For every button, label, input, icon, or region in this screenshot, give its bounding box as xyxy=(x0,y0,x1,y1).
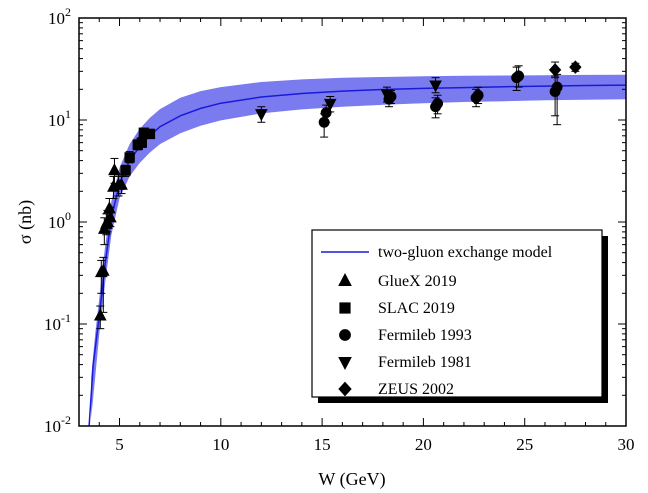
x-tick-label: 5 xyxy=(115,435,124,454)
data-point-gluex-2019 xyxy=(108,163,121,176)
data-point-fermileb-1993 xyxy=(432,98,444,109)
legend-box xyxy=(311,229,603,398)
data-point-gluex-2019 xyxy=(93,308,107,321)
data-point-zeus-2002 xyxy=(569,60,582,74)
x-tick-label: 15 xyxy=(314,435,331,454)
data-point-gluex-2019 xyxy=(104,210,117,223)
data-point-slac-2019 xyxy=(120,165,131,176)
legend-label-zeus-2002: ZEUS 2002 xyxy=(378,381,454,398)
legend-marker-fermileb-1981 xyxy=(338,357,352,370)
legend-marker-slac-2019 xyxy=(339,302,351,314)
y-tick-label: 10-1 xyxy=(44,311,71,334)
plot-area xyxy=(88,60,626,426)
data-point-fermileb-1981 xyxy=(380,89,394,102)
data-point-slac-2019 xyxy=(124,152,135,163)
data-point-slac-2019 xyxy=(136,137,147,148)
y-axis-label: σ (nb) xyxy=(15,200,36,244)
legend-marker-gluex-2019 xyxy=(338,273,352,286)
x-tick-label: 30 xyxy=(618,435,635,454)
axis-ticks: 5 10 15 20 25 30 10-2 10-1 100 101 102 xyxy=(44,5,635,454)
data-point-fermileb-1981 xyxy=(429,80,442,93)
x-axis-label: W (GeV) xyxy=(318,469,385,490)
x-tick-label: 10 xyxy=(212,435,229,454)
x-tick-label: 20 xyxy=(415,435,432,454)
y-tick-label: 101 xyxy=(48,107,71,130)
legend: two-gluon exchange model GlueX 2019 SLAC … xyxy=(311,229,608,403)
legend-label-slac-2019: SLAC 2019 xyxy=(378,300,455,317)
data-point-fermileb-1993 xyxy=(320,107,332,119)
data-point-zeus-2002 xyxy=(548,63,562,77)
y-tick-label: 102 xyxy=(48,5,71,28)
data-point-gluex-2019 xyxy=(115,177,128,190)
legend-marker-zeus-2002 xyxy=(338,381,352,397)
x-tick-label: 25 xyxy=(516,435,533,454)
data-point-slac-2019 xyxy=(144,128,156,140)
legend-label-model: two-gluon exchange model xyxy=(378,244,553,261)
data-point-fermileb-1981 xyxy=(323,98,337,111)
legend-label-fermileb-1981: Fermileb 1981 xyxy=(378,354,472,371)
y-tick-label: 100 xyxy=(48,209,71,232)
data-point-fermileb-1993 xyxy=(513,70,525,82)
data-point-fermileb-1993 xyxy=(472,89,484,101)
legend-label-fermileb-1993: Fermileb 1993 xyxy=(378,327,472,344)
data-point-fermileb-1981 xyxy=(255,109,268,122)
y-tick-label: 10-2 xyxy=(44,413,71,436)
legend-label-gluex-2019: GlueX 2019 xyxy=(378,273,457,290)
data-point-fermileb-1993 xyxy=(551,81,563,93)
data-point-gluex-2019 xyxy=(96,263,110,276)
legend-marker-fermileb-1993 xyxy=(339,329,351,341)
